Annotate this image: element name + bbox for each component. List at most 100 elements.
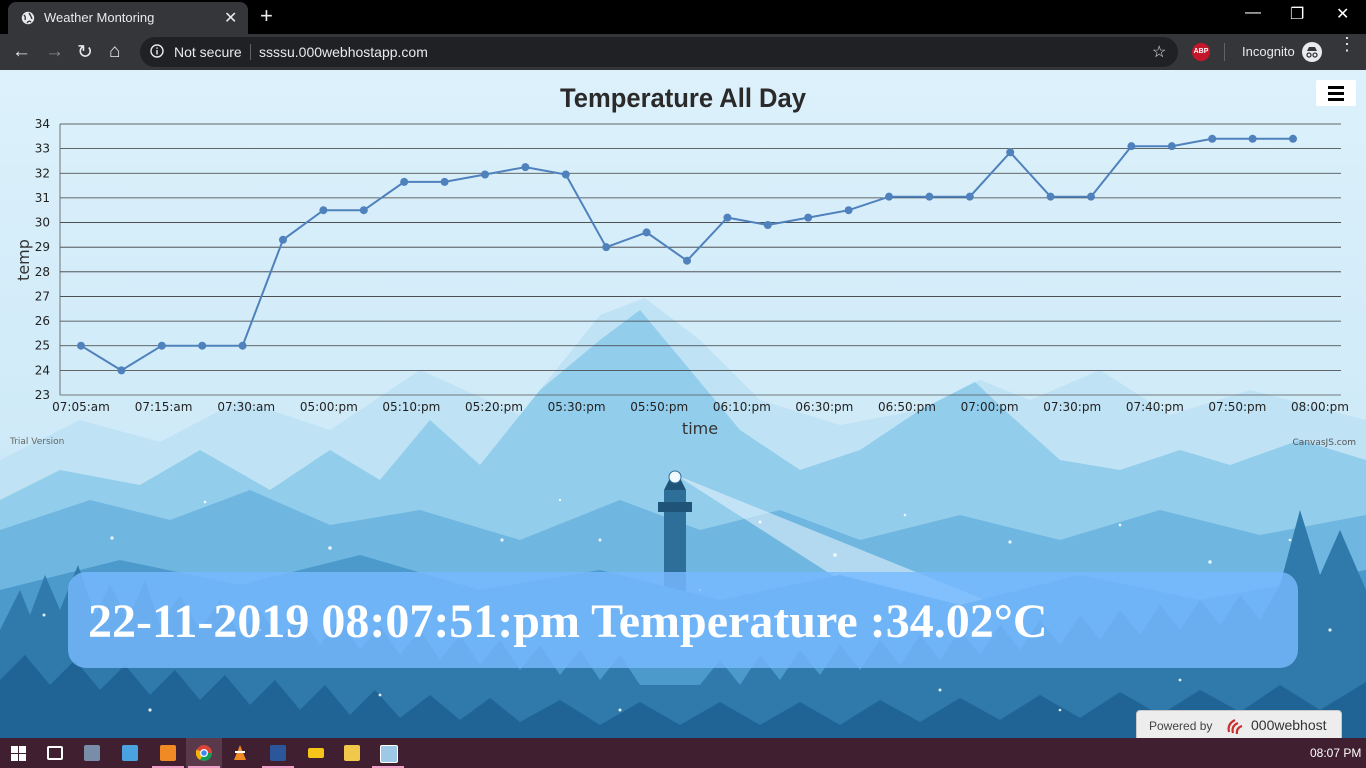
reload-icon[interactable]: ↻	[77, 42, 93, 63]
data-point[interactable]	[844, 206, 853, 215]
data-point[interactable]	[763, 221, 772, 230]
incognito-label[interactable]: Incognito	[1242, 44, 1295, 59]
restore-icon[interactable]: ❐	[1290, 6, 1305, 23]
task-view-icon[interactable]	[36, 738, 72, 768]
x-tick-label: 05:00:pm	[300, 400, 358, 414]
chart-menu-button[interactable]	[1316, 80, 1356, 106]
y-tick-label: 33	[35, 142, 50, 156]
taskbar-clock[interactable]: 08:07 PM	[1310, 746, 1362, 760]
y-tick-label: 31	[35, 191, 50, 205]
tab-strip: Weather Montoring ✕ + — ❐ ✕	[0, 0, 1366, 34]
data-point[interactable]	[804, 213, 813, 222]
data-point[interactable]	[885, 192, 893, 201]
data-point[interactable]	[1248, 134, 1257, 143]
x-tick-label: 07:00:pm	[961, 400, 1019, 414]
x-tick-label: 05:10:pm	[382, 400, 440, 414]
data-point[interactable]	[198, 341, 207, 350]
y-tick-label: 27	[35, 289, 50, 303]
x-tick-label: 05:20:pm	[465, 400, 523, 414]
canvasjs-credit[interactable]: CanvasJS.com	[1293, 438, 1356, 448]
data-point[interactable]	[359, 206, 368, 215]
home-icon[interactable]: ⌂	[109, 41, 121, 62]
data-point[interactable]	[965, 192, 974, 201]
current-reading-text: 22-11-2019 08:07:51:pm Temperature :34.0…	[88, 594, 1048, 649]
reading-time: 08:07:51:pm	[321, 595, 580, 648]
y-tick-label: 23	[35, 388, 50, 402]
data-point[interactable]	[683, 256, 691, 265]
y-tick-label: 25	[35, 339, 50, 353]
x-tick-label: 07:15:am	[135, 400, 193, 414]
data-point[interactable]	[602, 243, 611, 252]
word-icon[interactable]	[260, 738, 296, 768]
data-point[interactable]	[1208, 134, 1217, 143]
y-tick-label: 26	[35, 314, 50, 328]
y-tick-label: 34	[35, 117, 50, 131]
current-reading-banner: 22-11-2019 08:07:51:pm Temperature :34.0…	[68, 572, 1298, 668]
tab-title: Weather Montoring	[44, 10, 155, 25]
data-point[interactable]	[77, 341, 85, 350]
drive-icon[interactable]	[298, 738, 334, 768]
not-secure-label[interactable]: Not secure	[174, 44, 242, 60]
data-point[interactable]	[1046, 192, 1055, 201]
new-tab-button[interactable]: +	[260, 3, 273, 28]
data-point[interactable]	[723, 213, 732, 222]
data-point[interactable]	[642, 228, 651, 237]
info-icon[interactable]	[150, 44, 164, 58]
browser-menu-icon[interactable]: ⋮	[1338, 34, 1356, 54]
window-close-icon[interactable]: ✕	[1336, 6, 1350, 23]
x-tick-label: 05:30:pm	[548, 400, 606, 414]
explorer-icon[interactable]	[112, 738, 148, 768]
data-point[interactable]	[481, 170, 489, 179]
sublime-icon[interactable]	[150, 738, 186, 768]
reading-date: 22-11-2019	[88, 595, 310, 648]
data-point[interactable]	[1006, 148, 1015, 157]
data-point[interactable]	[157, 341, 166, 350]
chart-title: Temperature All Day	[560, 83, 806, 113]
data-point[interactable]	[1289, 134, 1297, 143]
folder-icon[interactable]	[334, 738, 370, 768]
x-tick-label: 06:10:pm	[713, 400, 771, 414]
data-point[interactable]	[521, 163, 530, 172]
url-text[interactable]: ssssu.000webhostapp.com	[259, 44, 428, 60]
page-content: Temperature All Day 23 24 25 26 27 28 29 30 31 32…	[0, 70, 1366, 738]
x-tick-label: 06:30:pm	[795, 400, 853, 414]
data-point[interactable]	[279, 235, 287, 244]
data-point[interactable]	[925, 192, 934, 201]
x-tick-label: 07:05:am	[52, 400, 110, 414]
forward-icon[interactable]: →	[45, 41, 64, 62]
x-axis-label: time	[682, 419, 718, 438]
data-point[interactable]	[561, 170, 570, 179]
y-tick-label: 29	[35, 240, 50, 254]
y-tick-label: 28	[35, 265, 50, 279]
powered-by-badge[interactable]: Powered by 000webhost	[1136, 710, 1342, 738]
back-icon[interactable]: ←	[12, 41, 31, 62]
minimize-icon[interactable]: —	[1245, 4, 1261, 21]
temperature-value: 34.02°C	[885, 595, 1048, 648]
powered-by-label: Powered by	[1149, 719, 1213, 733]
webhost-brand: 000webhost	[1251, 717, 1327, 733]
globe-icon	[21, 11, 35, 25]
start-icon[interactable]	[0, 738, 36, 768]
vlc-icon[interactable]	[222, 738, 258, 768]
data-point[interactable]	[1087, 192, 1095, 201]
tab-weather[interactable]: Weather Montoring ✕	[8, 2, 248, 34]
hamburger-bar	[1328, 98, 1344, 101]
data-point[interactable]	[400, 177, 409, 186]
bookmark-star-icon[interactable]: ☆	[1152, 44, 1167, 61]
x-tick-label: 06:50:pm	[878, 400, 936, 414]
windows-taskbar: 08:07 PM	[0, 738, 1366, 768]
screen-icon[interactable]	[370, 738, 406, 768]
data-point[interactable]	[440, 177, 449, 186]
x-tick-label: 07:30:pm	[1043, 400, 1101, 414]
photos-icon[interactable]	[74, 738, 110, 768]
data-point[interactable]	[319, 206, 328, 215]
data-point[interactable]	[1167, 142, 1176, 151]
chrome-icon[interactable]	[186, 738, 222, 768]
tab-close-icon[interactable]: ✕	[224, 10, 238, 27]
incognito-icon[interactable]	[1302, 42, 1322, 62]
data-point[interactable]	[117, 366, 126, 375]
address-bar[interactable]: Not secure ssssu.000webhostapp.com ☆	[140, 37, 1178, 67]
data-point[interactable]	[238, 341, 247, 350]
data-point[interactable]	[1127, 142, 1136, 151]
adblock-icon[interactable]: ABP	[1192, 43, 1210, 61]
